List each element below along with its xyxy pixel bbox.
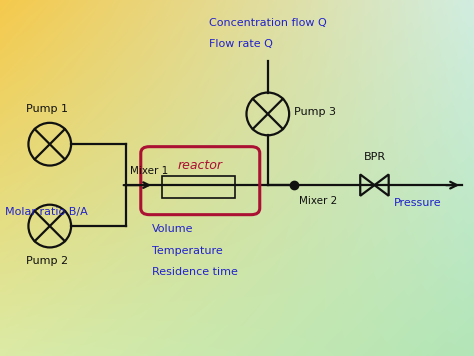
Text: Pump 2: Pump 2 [26, 256, 68, 266]
Text: BPR: BPR [364, 152, 385, 162]
Text: Concentration flow Q: Concentration flow Q [209, 18, 326, 28]
Text: Temperature: Temperature [152, 246, 222, 256]
Text: Volume: Volume [152, 224, 193, 234]
Text: Pressure: Pressure [393, 198, 441, 208]
Text: Flow rate Q: Flow rate Q [209, 40, 273, 49]
Text: Pump 3: Pump 3 [294, 107, 336, 117]
Text: Mixer 2: Mixer 2 [299, 196, 337, 206]
Text: Residence time: Residence time [152, 267, 237, 277]
Text: Pump 1: Pump 1 [26, 104, 68, 114]
Text: Molar ratio B/A: Molar ratio B/A [5, 207, 88, 217]
Text: reactor: reactor [178, 159, 223, 172]
Text: Mixer 1: Mixer 1 [130, 166, 169, 176]
Bar [162, 176, 235, 198]
